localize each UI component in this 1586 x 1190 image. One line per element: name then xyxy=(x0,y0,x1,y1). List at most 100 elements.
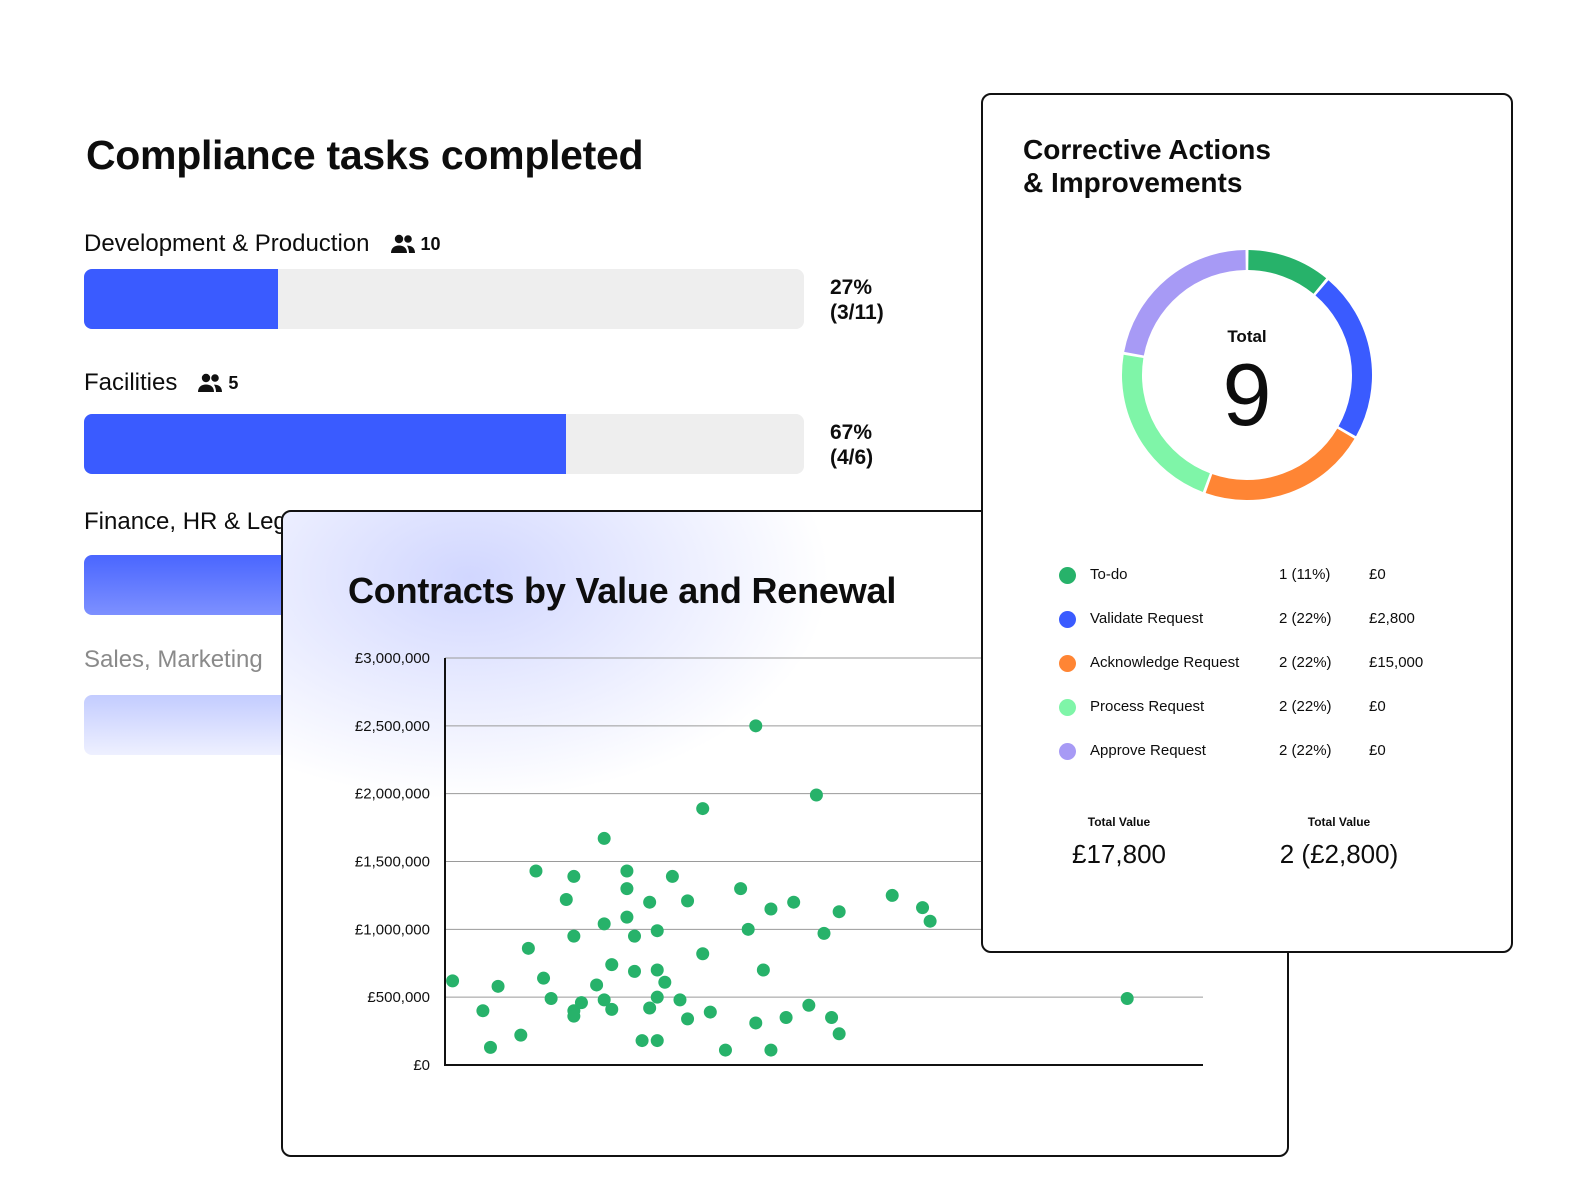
scatter-point[interactable] xyxy=(696,802,710,816)
scatter-point[interactable] xyxy=(658,975,672,989)
legend-dot xyxy=(1059,611,1076,628)
scatter-point[interactable] xyxy=(703,1005,717,1019)
legend-row-approve-request[interactable]: Approve Request 2 (22%) £0 xyxy=(1059,741,1479,785)
y-tick-label: £0 xyxy=(413,1057,430,1074)
scatter-point[interactable] xyxy=(825,1011,839,1025)
compliance-title: Compliance tasks completed xyxy=(86,132,644,178)
y-tick-label: £2,000,000 xyxy=(355,786,430,803)
scatter-point[interactable] xyxy=(529,864,543,878)
donut-segment[interactable] xyxy=(1124,250,1246,356)
ratio-value: (4/6) xyxy=(830,446,874,469)
scatter-point[interactable] xyxy=(628,964,641,978)
legend-dot xyxy=(1059,699,1076,716)
scatter-point[interactable] xyxy=(741,922,755,936)
scatter-point[interactable] xyxy=(597,831,611,845)
scatter-point[interactable] xyxy=(749,719,763,733)
dept-sales-marketing[interactable]: Sales, Marketing xyxy=(84,646,263,674)
scatter-point[interactable] xyxy=(734,882,748,896)
scatter-point[interactable] xyxy=(650,924,664,938)
scatter-point[interactable] xyxy=(483,1040,497,1054)
scatter-point[interactable] xyxy=(756,963,770,977)
scatter-point[interactable] xyxy=(681,894,695,908)
scatter-point[interactable] xyxy=(923,914,937,928)
scatter-point[interactable] xyxy=(544,992,558,1006)
scatter-point[interactable] xyxy=(650,990,664,1004)
scatter-point[interactable] xyxy=(764,1043,778,1057)
legend-count: 2 (22%) xyxy=(1279,742,1332,759)
scatter-point[interactable] xyxy=(749,1016,763,1030)
dept-finance-hr-legal[interactable]: Finance, HR & Leg xyxy=(84,508,287,536)
scatter-point[interactable] xyxy=(446,974,460,988)
y-tick-label: £1,500,000 xyxy=(355,854,430,871)
scatter-point[interactable] xyxy=(832,1027,846,1041)
scatter-point[interactable] xyxy=(491,979,505,993)
scatter-point[interactable] xyxy=(665,869,679,883)
donut-segment[interactable] xyxy=(1122,354,1211,492)
scatter-point[interactable] xyxy=(643,895,657,909)
scatter-point[interactable] xyxy=(620,910,634,924)
scatter-point[interactable] xyxy=(597,993,611,1007)
legend-row-validate-request[interactable]: Validate Request 2 (22%) £2,800 xyxy=(1059,609,1479,653)
scatter-point[interactable] xyxy=(514,1028,528,1042)
total-value: 9 xyxy=(1222,345,1272,444)
people-count: 5 xyxy=(197,373,238,394)
dept-development-production[interactable]: Development & Production 10 27% (3/11) xyxy=(84,230,884,329)
scatter-point[interactable] xyxy=(817,926,831,940)
scatter-point[interactable] xyxy=(832,905,846,919)
scatter-point[interactable] xyxy=(476,1004,490,1018)
legend: To-do 1 (11%) £0 Validate Request 2 (22%… xyxy=(1059,565,1479,785)
donut-segment[interactable] xyxy=(1247,250,1327,294)
scatter-point[interactable] xyxy=(779,1011,793,1025)
scatter-point[interactable] xyxy=(681,1012,695,1026)
scatter-chart: £3,000,000 £2,500,000 £2,000,000 £1,500,000… xyxy=(355,650,1203,1074)
scatter-point[interactable] xyxy=(802,998,816,1012)
scatter-point[interactable] xyxy=(809,788,823,802)
scatter-point[interactable] xyxy=(718,1043,732,1057)
scatter-point[interactable] xyxy=(1120,992,1134,1006)
scatter-point[interactable] xyxy=(650,1034,664,1048)
scatter-point[interactable] xyxy=(567,1009,581,1023)
scatter-point[interactable] xyxy=(521,941,535,955)
legend-name: Approve Request xyxy=(1090,742,1206,759)
legend-count: 2 (22%) xyxy=(1279,698,1332,715)
scatter-point[interactable] xyxy=(567,929,581,943)
scatter-point[interactable] xyxy=(635,1034,649,1048)
scatter-point[interactable] xyxy=(590,978,604,992)
legend-name: Acknowledge Request xyxy=(1090,654,1240,671)
scatter-point[interactable] xyxy=(673,993,687,1007)
legend-row-to-do[interactable]: To-do 1 (11%) £0 xyxy=(1059,565,1479,609)
corrective-title: Corrective Actions & Improvements xyxy=(1023,133,1271,199)
scatter-point[interactable] xyxy=(597,917,611,931)
legend-row-acknowledge-request[interactable]: Acknowledge Request 2 (22%) £15,000 xyxy=(1059,653,1479,697)
y-tick-label: £3,000,000 xyxy=(355,650,430,667)
scatter-point[interactable] xyxy=(620,864,634,878)
scatter-point[interactable] xyxy=(650,963,664,977)
scatter-point[interactable] xyxy=(559,892,573,906)
scatter-point[interactable] xyxy=(574,996,588,1010)
scatter-point[interactable] xyxy=(605,1002,619,1016)
scatter-point[interactable] xyxy=(696,947,710,961)
panel-glow xyxy=(283,512,833,802)
donut-segment[interactable] xyxy=(1205,428,1355,500)
scatter-point[interactable] xyxy=(764,902,778,916)
scatter-point[interactable] xyxy=(537,971,551,985)
legend-value: £0 xyxy=(1369,698,1386,715)
compliance-panel: Compliance tasks completed Development &… xyxy=(0,0,1000,800)
scatter-point[interactable] xyxy=(567,869,581,883)
progress-bar xyxy=(84,414,804,474)
dept-facilities[interactable]: Facilities 5 67% (4/6) xyxy=(84,369,873,474)
scatter-point[interactable] xyxy=(787,895,801,909)
donut-segment[interactable] xyxy=(1315,280,1372,437)
y-tick-label: £500,000 xyxy=(367,989,430,1006)
scatter-point[interactable] xyxy=(620,882,634,896)
scatter-point[interactable] xyxy=(916,901,930,915)
scatter-point[interactable] xyxy=(605,958,619,972)
scatter-point[interactable] xyxy=(643,1001,657,1015)
scatter-point[interactable] xyxy=(628,929,641,943)
legend-row-process-request[interactable]: Process Request 2 (22%) £0 xyxy=(1059,697,1479,741)
donut-ring xyxy=(1122,250,1372,500)
dept-name: Development & Production xyxy=(84,230,370,257)
y-tick-label: £2,500,000 xyxy=(355,718,430,735)
progress-percent: 27% (3/11) xyxy=(830,275,884,325)
scatter-point[interactable] xyxy=(885,888,899,902)
